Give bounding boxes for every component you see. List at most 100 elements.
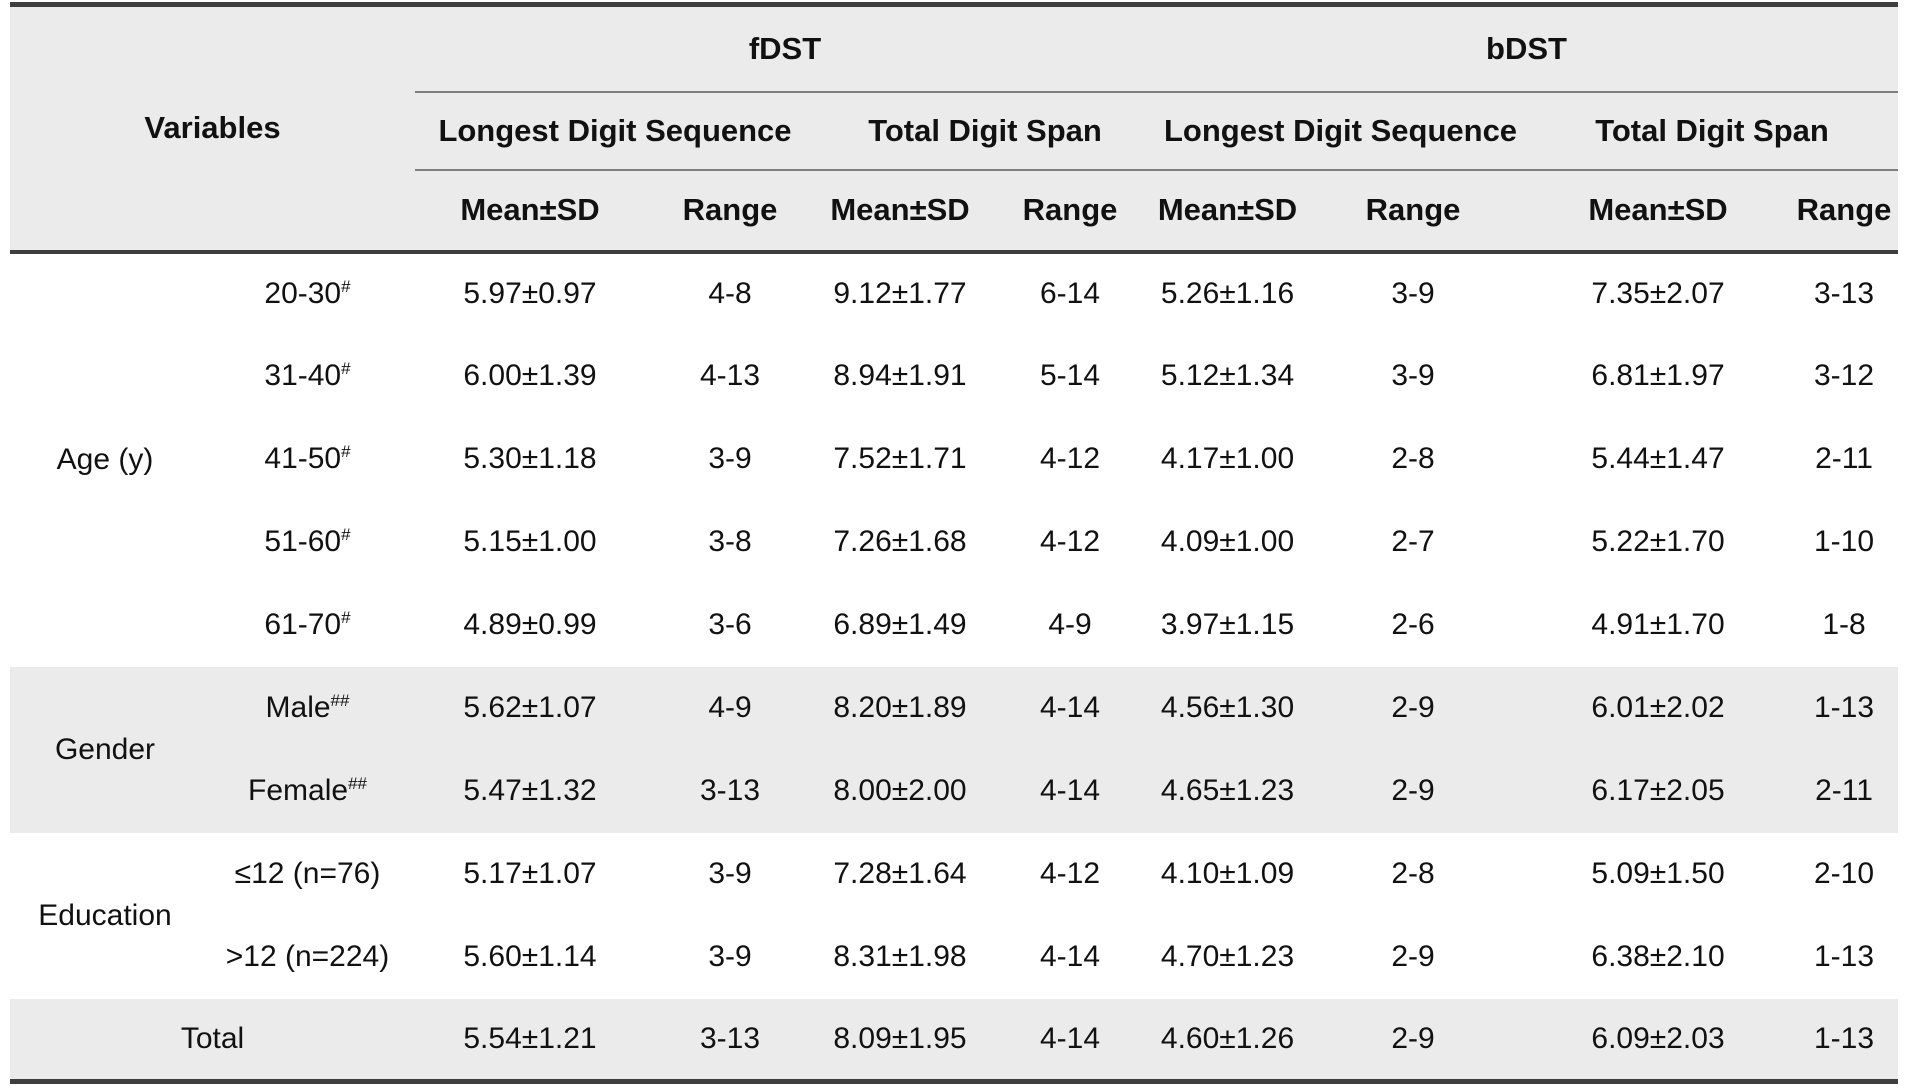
row-label-text: 61-70: [264, 608, 342, 641]
value-cell: 5.26±1.16: [1155, 251, 1301, 335]
value-cell: 3-9: [645, 417, 815, 501]
value-cell: 4.65±1.23: [1155, 749, 1301, 833]
row-label-text: 51-60: [264, 525, 342, 558]
value-cell: 2-8: [1300, 832, 1527, 916]
group-label-gender: Gender: [10, 666, 200, 833]
row-label: Female##: [200, 749, 415, 833]
value-cell: 7.52±1.71: [815, 417, 985, 501]
value-cell: 8.20±1.89: [815, 666, 985, 750]
value-cell: 4-9: [645, 666, 815, 750]
row-label: 51-60#: [200, 500, 415, 584]
value-cell: 3-9: [645, 832, 815, 916]
row-label-superscript: #: [341, 525, 351, 544]
value-cell: 2-10: [1790, 832, 1899, 916]
value-cell: 3-9: [645, 915, 815, 999]
value-cell: 5.47±1.32: [415, 749, 645, 833]
row-label-superscript: #: [341, 442, 351, 461]
value-cell: 6.17±2.05: [1526, 749, 1791, 833]
value-cell: 8.00±2.00: [815, 749, 985, 833]
value-cell: 4.89±0.99: [415, 583, 645, 667]
total-label: Total: [10, 998, 415, 1082]
stat-header-range: Range: [1300, 169, 1527, 254]
value-cell: 5-14: [985, 334, 1156, 418]
value-cell: 4-14: [985, 998, 1156, 1082]
stat-header-mean-sd: Mean±SD: [1526, 169, 1791, 254]
row-label: 41-50#: [200, 417, 415, 501]
stat-header-mean-sd: Mean±SD: [415, 169, 645, 254]
row-label-superscript: ##: [330, 691, 350, 710]
row-label-text: ≤12 (n=76): [234, 857, 381, 890]
value-cell: 7.35±2.07: [1526, 251, 1791, 335]
value-cell: 4.70±1.23: [1155, 915, 1301, 999]
value-cell: 5.62±1.07: [415, 666, 645, 750]
stat-header-range: Range: [985, 169, 1156, 254]
value-cell: 4-14: [985, 666, 1156, 750]
value-cell: 4-12: [985, 417, 1156, 501]
row-label-text: Male: [265, 691, 331, 724]
value-cell: 4-12: [985, 832, 1156, 916]
value-cell: 2-9: [1300, 915, 1527, 999]
stat-header-range: Range: [1790, 169, 1899, 254]
value-cell: 2-9: [1300, 666, 1527, 750]
value-cell: 7.28±1.64: [815, 832, 985, 916]
value-cell: 6-14: [985, 251, 1156, 335]
value-cell: 3.97±1.15: [1155, 583, 1301, 667]
row-label-text: 41-50: [264, 442, 342, 475]
table-row-total: Total 5.54±1.21 3-13 8.09±1.95 4-14 4.60…: [10, 998, 1899, 1082]
value-cell: 3-12: [1790, 334, 1899, 418]
value-cell: 1-8: [1790, 583, 1899, 667]
row-label: 61-70#: [200, 583, 415, 667]
value-cell: 4-14: [985, 749, 1156, 833]
group-label-age: Age (y): [10, 251, 200, 667]
row-label-superscript: ##: [348, 774, 367, 793]
value-cell: 1-13: [1790, 666, 1899, 750]
value-cell: 4-12: [985, 500, 1156, 584]
value-cell: 6.89±1.49: [815, 583, 985, 667]
value-cell: 4.17±1.00: [1155, 417, 1301, 501]
value-cell: 4-14: [985, 915, 1156, 999]
value-cell: 5.97±0.97: [415, 251, 645, 335]
value-cell: 4-13: [645, 334, 815, 418]
table-row-gender-male: Gender Male## 5.62±1.07 4-9 8.20±1.89 4-…: [10, 666, 1899, 833]
value-cell: 5.12±1.34: [1155, 334, 1301, 418]
value-cell: 9.12±1.77: [815, 251, 985, 335]
row-label-text: 20-30: [264, 277, 342, 310]
value-cell: 5.22±1.70: [1526, 500, 1791, 584]
value-cell: 3-13: [1790, 251, 1899, 335]
group-label-education: Education: [10, 832, 200, 999]
value-cell: 4.09±1.00: [1155, 500, 1301, 584]
value-cell: 7.26±1.68: [815, 500, 985, 584]
value-cell: 1-13: [1790, 915, 1899, 999]
value-cell: 5.60±1.14: [415, 915, 645, 999]
row-label: >12 (n=224): [200, 915, 415, 999]
value-cell: 5.15±1.00: [415, 500, 645, 584]
value-cell: 5.09±1.50: [1526, 832, 1791, 916]
value-cell: 2-9: [1300, 998, 1527, 1082]
row-label-superscript: #: [341, 359, 351, 378]
digit-span-table: Variables fDST bDST Longest Digit Sequen…: [10, 2, 1899, 1084]
value-cell: 2-11: [1790, 417, 1899, 501]
table-row-age-41-50: 41-50# 5.30±1.18 3-9 7.52±1.71 4-12 4.17…: [10, 417, 1899, 501]
value-cell: 5.54±1.21: [415, 998, 645, 1082]
stat-header-row: Mean±SD Range Mean±SD Range Mean±SD Rang…: [10, 169, 1899, 254]
row-label-text: Female: [248, 774, 349, 807]
value-cell: 3-6: [645, 583, 815, 667]
table-row-education-gt12: >12 (n=224) 5.60±1.14 3-9 8.31±1.98 4-14…: [10, 915, 1899, 999]
value-cell: 5.44±1.47: [1526, 417, 1791, 501]
value-cell: 8.09±1.95: [815, 998, 985, 1082]
row-label-text: 31-40: [264, 359, 342, 392]
value-cell: 1-13: [1790, 998, 1899, 1082]
value-cell: 4.56±1.30: [1155, 666, 1301, 750]
test-group-header-row: Variables fDST bDST: [10, 4, 1899, 254]
value-cell: 4.10±1.09: [1155, 832, 1301, 916]
value-cell: 2-9: [1300, 749, 1527, 833]
row-label: 20-30#: [200, 251, 415, 335]
value-cell: 3-9: [1300, 251, 1527, 335]
fdst-longest-digit-sequence-header: Longest Digit Sequence: [415, 91, 815, 171]
row-label-text: >12 (n=224): [225, 940, 390, 973]
bdst-total-digit-span-header: Total Digit Span: [1526, 91, 1899, 171]
value-cell: 6.81±1.97: [1526, 334, 1791, 418]
bdst-longest-digit-sequence-header: Longest Digit Sequence: [1155, 91, 1527, 171]
row-label: Male##: [200, 666, 415, 750]
